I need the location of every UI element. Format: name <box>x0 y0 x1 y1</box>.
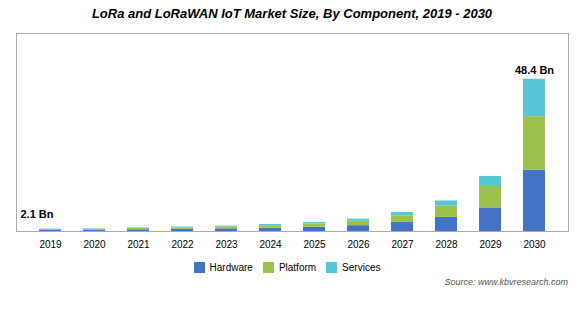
svg-text:2019: 2019 <box>39 239 62 250</box>
svg-text:2030: 2030 <box>523 239 546 250</box>
svg-text:2024: 2024 <box>259 239 282 250</box>
html-text:Services: Services <box>342 261 381 273</box>
svg-text:2021: 2021 <box>127 239 150 250</box>
svg-text:2.1 Bn: 2.1 Bn <box>21 208 54 220</box>
html-text:Hardware: Hardware <box>209 261 253 273</box>
svg-text:48.4 Bn: 48.4 Bn <box>515 64 554 76</box>
html-text:LoRa and LoRaWAN IoT Market Si: LoRa and LoRaWAN IoT Market Size, By Com… <box>91 6 493 21</box>
svg-text:2028: 2028 <box>435 239 458 250</box>
svg-text:2026: 2026 <box>347 239 370 250</box>
svg-text:2027: 2027 <box>391 239 414 250</box>
svg-text:2023: 2023 <box>215 239 238 250</box>
svg-text:2029: 2029 <box>479 239 502 250</box>
svg-text:2025: 2025 <box>303 239 326 250</box>
html-text:Source: www.kbvresearch.com: Source: www.kbvresearch.com <box>444 277 568 287</box>
svg-text:2020: 2020 <box>83 239 106 250</box>
svg-text:2022: 2022 <box>171 239 194 250</box>
html-text:Platform: Platform <box>278 261 317 273</box>
